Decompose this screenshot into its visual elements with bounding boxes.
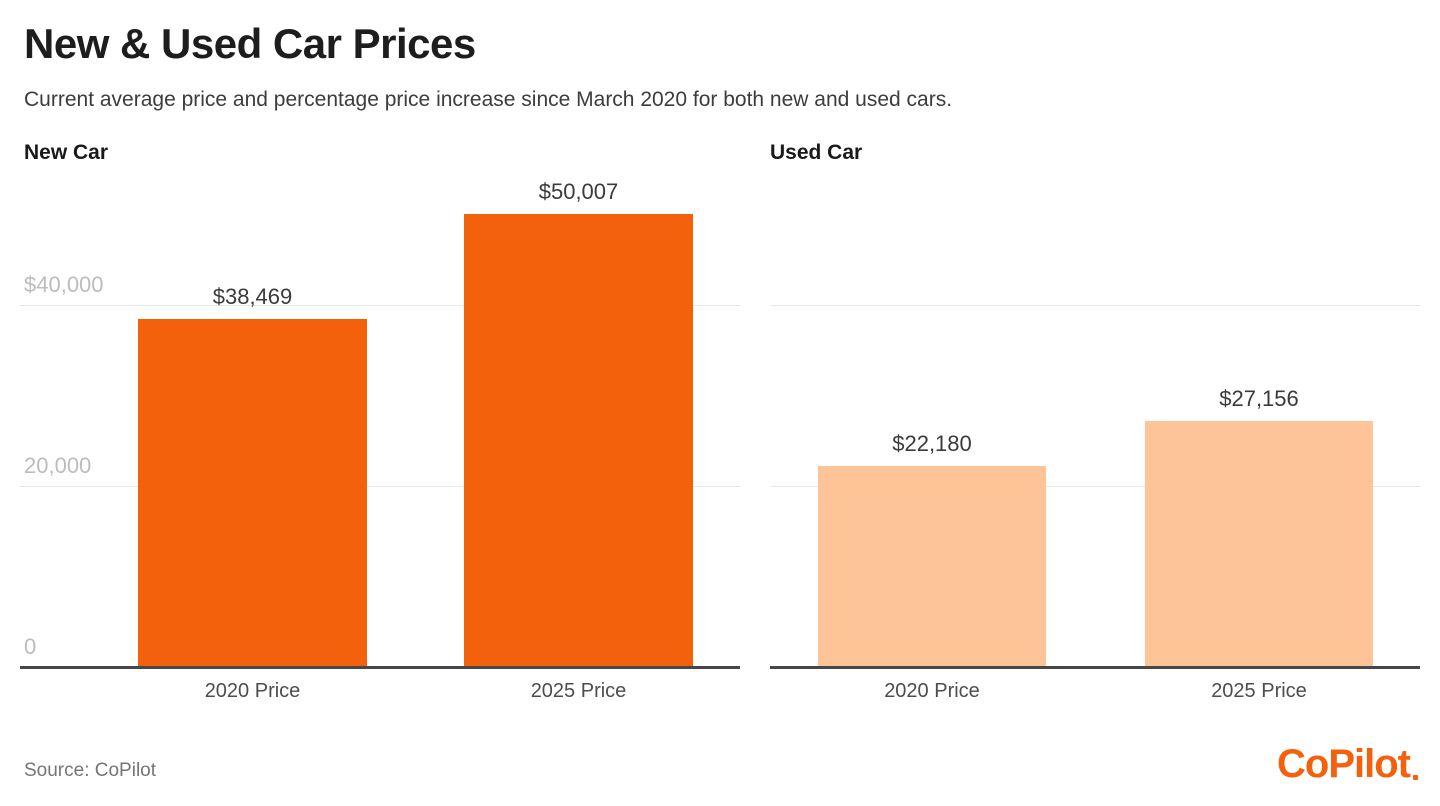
value-label: $27,156 bbox=[1219, 386, 1299, 411]
copilot-logo: CoPilot bbox=[1277, 742, 1418, 787]
copilot-logo-text: CoPilot bbox=[1277, 742, 1411, 786]
bar-used-car-2025-price bbox=[1145, 421, 1373, 667]
gridline-40000 bbox=[770, 305, 1420, 306]
new-car-chart-plot: $40,000 20,000 0 $38,469 2020 Price $50,007 20… bbox=[20, 167, 740, 702]
value-label: $22,180 bbox=[892, 431, 972, 456]
gridline-20000 bbox=[770, 486, 1420, 487]
used-car-chart-plot: $22,180 2020 Price $27,156 2025 Price bbox=[770, 167, 1420, 702]
page-title: New & Used Car Prices bbox=[24, 20, 476, 67]
gridline-40000 bbox=[20, 305, 740, 306]
bar-new-car-2025-price bbox=[464, 214, 693, 667]
value-label: $38,469 bbox=[212, 284, 293, 309]
ytick-label: 20,000 bbox=[24, 453, 92, 478]
ytick-label: 0 bbox=[24, 634, 37, 659]
page-subtitle: Current average price and percentage pri… bbox=[24, 88, 953, 111]
x-axis-baseline bbox=[770, 666, 1420, 669]
logo-trademark-dot bbox=[1413, 775, 1418, 780]
bar-used-car-2020-price bbox=[818, 466, 1046, 667]
panel-title-new-car: New Car bbox=[24, 141, 109, 164]
category-label: 2025 Price bbox=[1211, 680, 1307, 702]
bar-new-car-2020-price bbox=[138, 319, 367, 667]
gridline-20000 bbox=[20, 486, 740, 487]
category-label: 2025 Price bbox=[530, 680, 627, 702]
panel-title-used-car: Used Car bbox=[770, 141, 863, 164]
ytick-label: $40,000 bbox=[24, 272, 104, 297]
category-label: 2020 Price bbox=[884, 680, 980, 702]
category-label: 2020 Price bbox=[204, 680, 301, 702]
source-credit: Source: CoPilot bbox=[24, 760, 157, 781]
x-axis-baseline bbox=[20, 666, 740, 669]
value-label: $50,007 bbox=[538, 179, 619, 204]
